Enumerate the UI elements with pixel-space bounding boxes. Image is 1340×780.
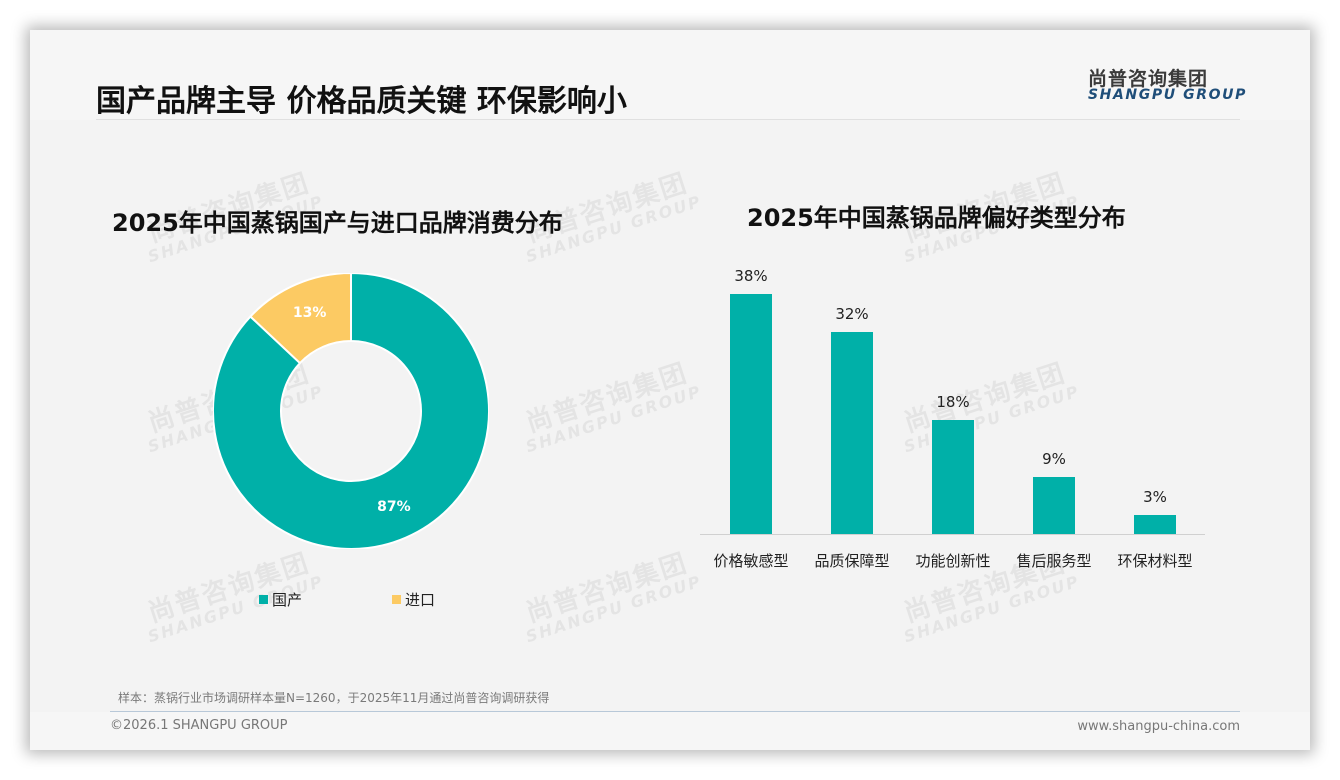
legend-label: 国产 [272, 591, 303, 609]
bar-value-label: 18% [936, 393, 970, 411]
donut-svg [212, 271, 490, 550]
bar [1033, 477, 1075, 534]
bar-category-label: 环保材料型 [1117, 552, 1193, 570]
bar-category-label: 品质保障型 [814, 552, 890, 570]
legend-item-domestic: 国产 [259, 589, 302, 610]
donut-chart: 87% 13% [212, 271, 490, 550]
bar-category-label: 售后服务型 [1016, 552, 1092, 570]
legend-item-import: 进口 [392, 589, 435, 610]
bar-category-label: 功能创新性 [915, 552, 991, 570]
bar [831, 332, 873, 534]
logo-chinese: 尚普咨询集团 [1088, 68, 1209, 90]
copyright: ©2026.1 SHANGPU GROUP [110, 718, 288, 733]
bar-value-label: 38% [734, 267, 768, 285]
title-divider [96, 119, 1240, 120]
legend-swatch-domestic [259, 595, 268, 604]
bar-value-label: 9% [1042, 450, 1066, 468]
footer-divider [110, 711, 1240, 712]
website-link[interactable]: www.shangpu-china.com [1077, 719, 1240, 734]
donut-label-import: 13% [292, 304, 327, 321]
title-bar [30, 30, 1310, 120]
donut-label-domestic: 87% [377, 499, 411, 516]
bar [730, 294, 772, 534]
donut-chart-title: 2025年中国蒸锅国产与进口品牌消费分布 [112, 209, 563, 237]
legend-label: 进口 [405, 591, 436, 609]
bar-value-label: 32% [835, 305, 869, 323]
legend-swatch-import [392, 595, 401, 604]
donut-slice [248, 271, 352, 365]
bar [1134, 515, 1176, 534]
donut-slice [212, 271, 490, 550]
bar-chart-title: 2025年中国蒸锅品牌偏好类型分布 [747, 204, 1126, 232]
x-axis [700, 534, 1205, 535]
logo-english: SHANGPU GROUP [1088, 87, 1247, 103]
bar-value-label: 3% [1143, 488, 1167, 506]
page-title: 国产品牌主导 价格品质关键 环保影响小 [96, 84, 627, 119]
slide: 国产品牌主导 价格品质关键 环保影响小 尚普咨询集团 SHANGPU GROUP… [30, 30, 1310, 750]
sample-footnote: 样本：蒸锅行业市场调研样本量N=1260，于2025年11月通过尚普咨询调研获得 [118, 691, 550, 705]
bar [932, 420, 974, 534]
bar-chart: 38% 价格敏感型 32% 品质保障型 18% 功能创新性 9% 售后服务型 3% 环保材料型 [700, 260, 1205, 600]
bar-category-label: 价格敏感型 [713, 552, 789, 570]
footer-bar [30, 712, 1310, 750]
